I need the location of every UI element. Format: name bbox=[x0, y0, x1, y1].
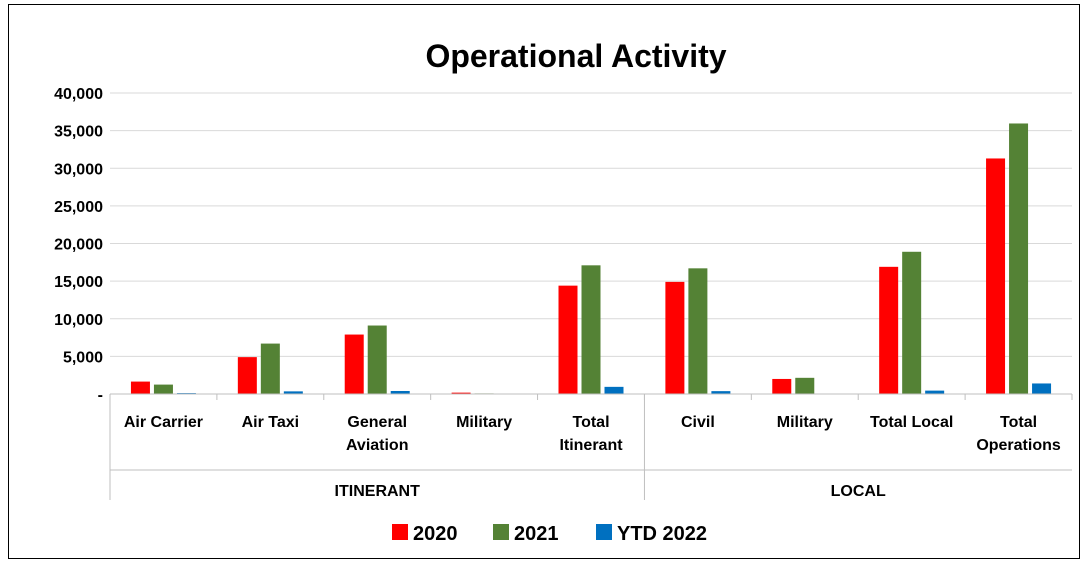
x-tick-label: Total Operations bbox=[976, 414, 1061, 454]
bar-2021 bbox=[581, 265, 601, 394]
x-axis-labels: Air Carrier Air Taxi General Aviation Milita… bbox=[124, 414, 1061, 500]
x-axis bbox=[109, 393, 1073, 500]
x-tick-label: Military bbox=[777, 414, 833, 431]
bar-ytd-2022 bbox=[604, 386, 624, 394]
bars bbox=[130, 123, 1052, 394]
group-label: LOCAL bbox=[831, 483, 886, 500]
bar-2020 bbox=[772, 378, 792, 394]
y-tick-label: - bbox=[98, 387, 103, 404]
legend-swatch bbox=[596, 524, 612, 540]
bar-2020 bbox=[986, 158, 1006, 394]
x-tick-label: Air Carrier bbox=[124, 414, 203, 431]
bar-2020 bbox=[237, 357, 257, 394]
y-tick-label: 35,000 bbox=[54, 124, 103, 141]
y-axis-ticks: - 5,000 10,000 15,000 20,000 25,000 30,000 35,0… bbox=[54, 86, 103, 404]
bar-2021 bbox=[260, 343, 280, 394]
y-tick-label: 30,000 bbox=[54, 161, 103, 178]
bar-ytd-2022 bbox=[1032, 383, 1052, 394]
chart-title: Operational Activity bbox=[425, 38, 726, 74]
bar-2020 bbox=[665, 281, 685, 394]
x-tick-label: Civil bbox=[681, 414, 715, 431]
y-tick-label: 5,000 bbox=[63, 349, 103, 366]
x-tick-label: Total Itinerant bbox=[559, 414, 623, 454]
bar-2021 bbox=[688, 268, 708, 394]
legend-swatch bbox=[493, 524, 509, 540]
y-tick-label: 20,000 bbox=[54, 237, 103, 254]
bar-2020 bbox=[558, 285, 578, 394]
group-label: ITINERANT bbox=[335, 483, 421, 500]
bar-2020 bbox=[879, 266, 899, 394]
bar-2021 bbox=[902, 251, 922, 394]
y-tick-label: 40,000 bbox=[54, 86, 103, 103]
bar-ytd-2022 bbox=[390, 390, 410, 394]
y-tick-label: 25,000 bbox=[54, 199, 103, 216]
x-tick-label: Military bbox=[456, 414, 512, 431]
bar-2021 bbox=[795, 377, 815, 394]
y-tick-label: 15,000 bbox=[54, 274, 103, 291]
legend-label: 2020 bbox=[413, 523, 458, 545]
bar-ytd-2022 bbox=[283, 391, 303, 394]
bar-2020 bbox=[344, 334, 364, 394]
bar-2021 bbox=[1009, 123, 1029, 394]
bar-ytd-2022 bbox=[711, 391, 731, 394]
bar-2021 bbox=[153, 384, 173, 394]
bar-2020 bbox=[130, 381, 150, 394]
x-tick-label: General Aviation bbox=[346, 414, 409, 454]
legend-swatch bbox=[392, 524, 408, 540]
x-tick-label: Air Taxi bbox=[242, 414, 300, 431]
bar-2021 bbox=[367, 325, 387, 394]
legend-label: YTD 2022 bbox=[617, 523, 707, 545]
bar-ytd-2022 bbox=[925, 390, 945, 394]
x-tick-label: Total Local bbox=[870, 414, 953, 431]
y-tick-label: 10,000 bbox=[54, 312, 103, 329]
legend: 2020 2021 YTD 2022 bbox=[392, 523, 707, 545]
bar-2020 bbox=[451, 392, 471, 394]
legend-label: 2021 bbox=[514, 523, 559, 545]
